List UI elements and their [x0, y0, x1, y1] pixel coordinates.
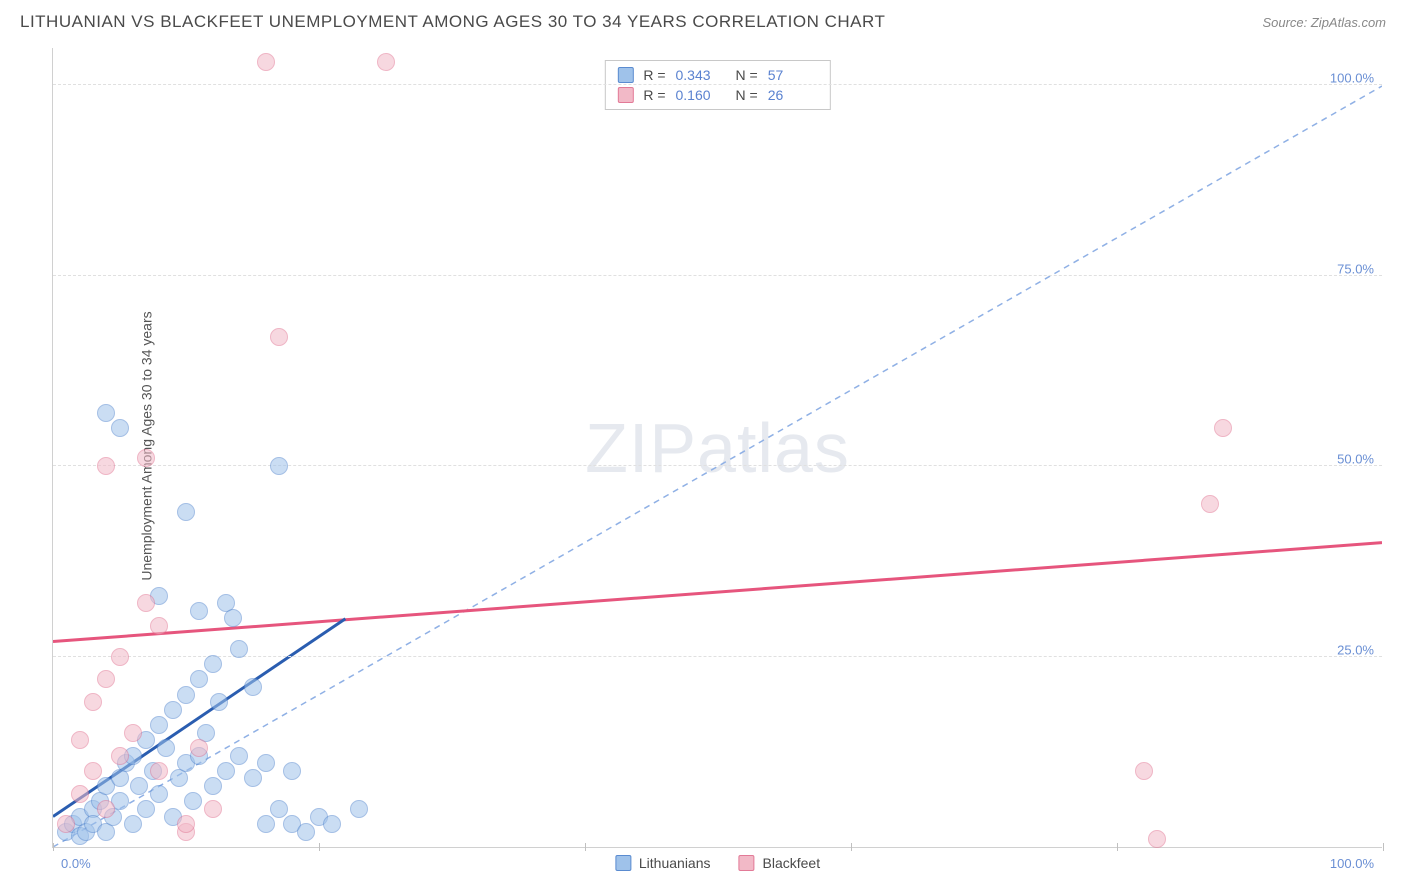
data-point — [124, 815, 142, 833]
x-tick — [1117, 843, 1118, 851]
data-point — [270, 800, 288, 818]
data-point — [124, 724, 142, 742]
data-point — [111, 747, 129, 765]
data-point — [257, 754, 275, 772]
data-point — [97, 404, 115, 422]
gridline — [53, 656, 1382, 657]
data-point — [230, 640, 248, 658]
data-point — [270, 328, 288, 346]
data-point — [190, 670, 208, 688]
data-point — [71, 785, 89, 803]
data-point — [111, 419, 129, 437]
data-point — [97, 670, 115, 688]
data-point — [1201, 495, 1219, 513]
data-point — [350, 800, 368, 818]
scatter-chart: ZIPatlas R = 0.343 N = 57 R = 0.160 N = … — [52, 48, 1382, 848]
data-point — [190, 602, 208, 620]
swatch-lithuanians-icon — [617, 67, 633, 83]
watermark-atlas: atlas — [697, 409, 850, 487]
data-point — [204, 777, 222, 795]
data-point — [257, 815, 275, 833]
r-label: R = — [643, 87, 665, 103]
data-point — [177, 503, 195, 521]
data-point — [137, 800, 155, 818]
data-point — [97, 800, 115, 818]
data-point — [130, 777, 148, 795]
data-point — [97, 457, 115, 475]
legend-label: Lithuanians — [639, 855, 711, 871]
data-point — [137, 594, 155, 612]
chart-source: Source: ZipAtlas.com — [1262, 15, 1386, 30]
legend-row-blackfeet: R = 0.160 N = 26 — [617, 85, 817, 105]
y-tick-label: 25.0% — [1337, 642, 1374, 657]
data-point — [230, 747, 248, 765]
data-point — [270, 457, 288, 475]
data-point — [323, 815, 341, 833]
n-label: N = — [736, 87, 758, 103]
legend-label: Blackfeet — [763, 855, 821, 871]
legend-series: Lithuanians Blackfeet — [615, 855, 820, 871]
data-point — [297, 823, 315, 841]
data-point — [177, 815, 195, 833]
data-point — [377, 53, 395, 71]
data-point — [224, 609, 242, 627]
n-value: 57 — [768, 67, 818, 83]
swatch-blackfeet-icon — [739, 855, 755, 871]
y-tick-label: 75.0% — [1337, 261, 1374, 276]
watermark: ZIPatlas — [585, 408, 850, 488]
y-tick-label: 100.0% — [1330, 71, 1374, 86]
data-point — [184, 792, 202, 810]
x-tick-label-min: 0.0% — [61, 856, 91, 871]
y-tick-label: 50.0% — [1337, 452, 1374, 467]
gridline — [53, 84, 1382, 85]
data-point — [150, 785, 168, 803]
x-tick-label-max: 100.0% — [1330, 856, 1374, 871]
x-tick — [1383, 843, 1384, 851]
data-point — [71, 731, 89, 749]
data-point — [257, 53, 275, 71]
data-point — [1135, 762, 1153, 780]
trend-lines — [53, 48, 1382, 847]
x-tick — [319, 843, 320, 851]
data-point — [84, 762, 102, 780]
chart-title: LITHUANIAN VS BLACKFEET UNEMPLOYMENT AMO… — [20, 12, 885, 32]
data-point — [1148, 830, 1166, 848]
chart-header: LITHUANIAN VS BLACKFEET UNEMPLOYMENT AMO… — [0, 0, 1406, 40]
r-value: 0.160 — [676, 87, 726, 103]
r-value: 0.343 — [676, 67, 726, 83]
n-label: N = — [736, 67, 758, 83]
swatch-lithuanians-icon — [615, 855, 631, 871]
legend-item-blackfeet: Blackfeet — [739, 855, 821, 871]
n-value: 26 — [768, 87, 818, 103]
swatch-blackfeet-icon — [617, 87, 633, 103]
data-point — [57, 815, 75, 833]
data-point — [137, 449, 155, 467]
x-tick — [851, 843, 852, 851]
data-point — [204, 655, 222, 673]
x-tick — [53, 843, 54, 851]
data-point — [210, 693, 228, 711]
gridline — [53, 465, 1382, 466]
data-point — [84, 693, 102, 711]
data-point — [157, 739, 175, 757]
data-point — [150, 762, 168, 780]
data-point — [1214, 419, 1232, 437]
data-point — [111, 648, 129, 666]
data-point — [217, 762, 235, 780]
legend-row-lithuanians: R = 0.343 N = 57 — [617, 65, 817, 85]
data-point — [244, 769, 262, 787]
data-point — [283, 762, 301, 780]
data-point — [150, 617, 168, 635]
data-point — [177, 686, 195, 704]
watermark-zip: ZIP — [585, 409, 697, 487]
gridline — [53, 275, 1382, 276]
data-point — [190, 739, 208, 757]
legend-item-lithuanians: Lithuanians — [615, 855, 711, 871]
data-point — [204, 800, 222, 818]
x-tick — [585, 843, 586, 851]
data-point — [244, 678, 262, 696]
data-point — [150, 716, 168, 734]
r-label: R = — [643, 67, 665, 83]
data-point — [164, 701, 182, 719]
